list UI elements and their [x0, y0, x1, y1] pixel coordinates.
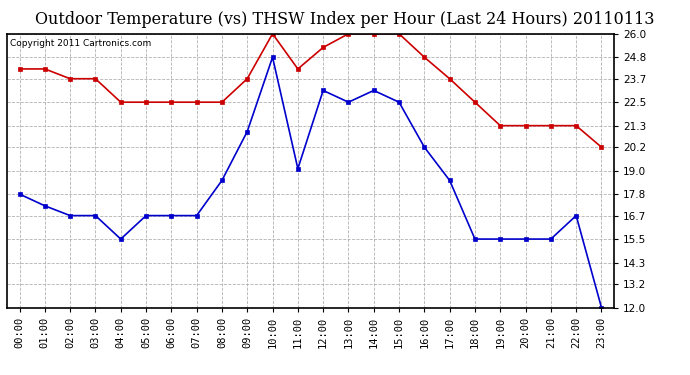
Text: Outdoor Temperature (vs) THSW Index per Hour (Last 24 Hours) 20110113: Outdoor Temperature (vs) THSW Index per …	[35, 11, 655, 28]
Text: Copyright 2011 Cartronics.com: Copyright 2011 Cartronics.com	[10, 39, 151, 48]
